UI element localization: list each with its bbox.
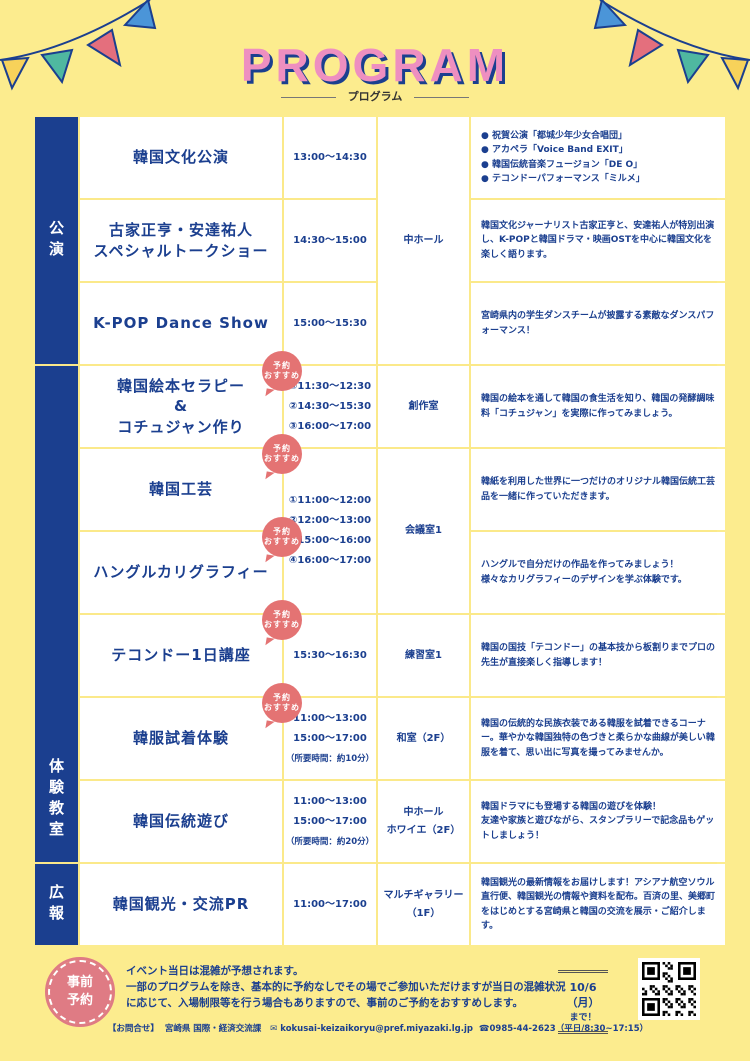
email-link[interactable]: kokusai-keizaikoryu@pref.miyazaki.lg.jp (280, 1024, 473, 1034)
program-table: 公演 体験教室 広報 中ホール 創作室 会議室1 練習室1 和室（2F） 中ホー… (35, 117, 725, 945)
venue-cell: 会議室1 (378, 449, 469, 613)
time-cell: 15:30〜16:30 (284, 615, 376, 696)
venue-cell: 和室（2F） (378, 698, 469, 779)
category-workshop: 体験教室 (35, 366, 78, 862)
qr-code[interactable] (638, 958, 700, 1020)
program-description: ● 祝賀公演「都城少年少女合唱団」 ● アカペラ「Voice Band EXIT… (471, 117, 725, 198)
reservation-badge: 事前 予約 (45, 957, 115, 1027)
reservation-recommended-badge: 予約 おすすめ (262, 351, 302, 391)
program-description: 韓国観光の最新情報をお届けします！アシアナ航空ソウル直行便、韓国観光の情報や資料… (471, 864, 725, 945)
venue-cell: 中ホール ホワイエ（2F） (378, 781, 469, 862)
program-description: 韓国ドラマにも登場する韓国の遊びを体験！ 友達や家族と遊びながら、スタンプラリー… (471, 781, 725, 862)
time-cell: 14:30〜15:00 (284, 200, 376, 281)
venue-cell: マルチギャラリー （1F） (378, 864, 469, 945)
program-title: 韓国伝統遊び (80, 781, 282, 862)
reservation-recommended-badge: 予約 おすすめ (262, 600, 302, 640)
bunting-left (0, 0, 157, 91)
reservation-recommended-badge: 予約 おすすめ (262, 683, 302, 723)
venue-cell: 中ホール (378, 117, 469, 364)
program-title: K-POP Dance Show (80, 283, 282, 364)
program-description: ハングルで自分だけの作品を作ってみましょう！ 様々なカリグラフィーのデザインを学… (471, 532, 725, 613)
program-title: 韓国絵本セラピー & コチュジャン作り 予約 おすすめ (80, 351, 302, 447)
phone-number: 0985-44-2623（平日/8:30~17:15） (489, 1024, 649, 1034)
program-description: 韓国の国技「テコンドー」の基本技から板割りまでプロの先生が直接楽しく指導します！ (471, 615, 725, 696)
program-description: 韓国の絵本を通して韓国の食生活を知り、韓国の発酵調味料「コチュジャン」を実際に作… (471, 366, 725, 447)
mail-icon: ✉ (270, 1024, 278, 1034)
program-title: 韓国観光・交流PR (80, 864, 282, 945)
program-description: 韓紙を利用した世界に一つだけのオリジナル韓国伝統工芸品を一緒に作っていただきます… (471, 449, 725, 530)
time-cell: 15:00〜15:30 (284, 283, 376, 364)
program-title: テコンドー1日講座 予約 おすすめ (80, 600, 302, 696)
notice-text: イベント当日は混雑が予想されます。 一部のプログラムを除き、基本的に予約なしでそ… (126, 965, 566, 1009)
time-cell: ①11:00〜12:00 ②12:00〜13:00 ③15:00〜16:00 ④… (284, 449, 376, 613)
deadline: 10/6（月） まで！ (558, 970, 608, 1034)
venue-cell: 練習室1 (378, 615, 469, 696)
time-cell: 13:00〜14:30 (284, 117, 376, 198)
time-cell: 11:00〜13:00 15:00〜17:00 （所要時間：約20分） (284, 781, 376, 862)
program-title: 韓国文化公演 (80, 117, 282, 198)
category-performance: 公演 (35, 117, 78, 364)
program-title: 韓国工芸 予約 おすすめ (80, 434, 302, 530)
reservation-recommended-badge: 予約 おすすめ (262, 434, 302, 474)
category-pr: 広報 (35, 864, 78, 945)
program-description: 宮崎県内の学生ダンスチームが披露する素敵なダンスパフォーマンス！ (471, 283, 725, 364)
program-description: 韓国文化ジャーナリスト古家正亨と、安達祐人が特別出演し、K-POPと韓国ドラマ・… (471, 200, 725, 281)
program-title: ハングルカリグラフィー 予約 おすすめ (80, 517, 302, 613)
program-title: 韓服試着体験 予約 おすすめ (80, 683, 302, 779)
program-description: 韓国の伝統的な民族衣装である韓服を試着できるコーナー。華やかな韓国独特の色づきと… (471, 698, 725, 779)
time-cell: 11:00〜17:00 (284, 864, 376, 945)
contact-info: 【お問合せ】 宮崎県 国際・経済交流課 ✉ kokusai-keizaikory… (107, 1024, 649, 1034)
page-title: PROGRAM (240, 39, 510, 91)
venue-cell: 創作室 (378, 366, 469, 447)
phone-icon: ☎ (478, 1024, 490, 1034)
program-title: 古家正亨・安達祐人 スペシャルトークショー (80, 200, 282, 281)
page-subtitle: プログラム (0, 88, 750, 104)
reservation-recommended-badge: 予約 おすすめ (262, 517, 302, 557)
bunting-right (593, 0, 750, 91)
